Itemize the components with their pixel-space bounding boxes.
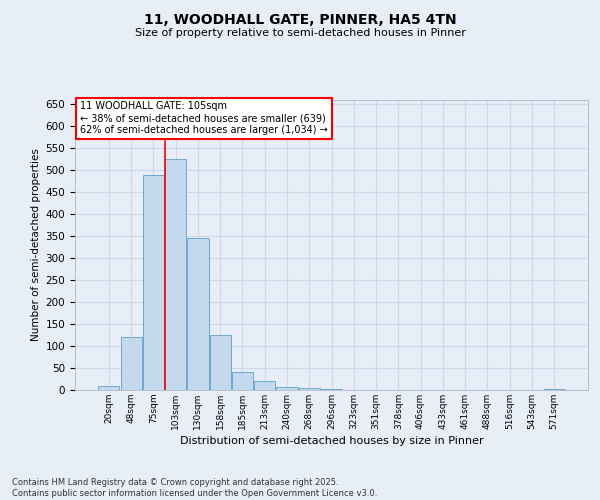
Bar [165,160,186,390]
Bar [277,387,298,390]
Bar [187,238,209,390]
Y-axis label: Number of semi-detached properties: Number of semi-detached properties [31,148,41,342]
Text: Size of property relative to semi-detached houses in Pinner: Size of property relative to semi-detach… [134,28,466,38]
Bar [232,372,253,390]
Bar [299,388,320,390]
Bar [143,174,164,390]
Text: 11, WOODHALL GATE, PINNER, HA5 4TN: 11, WOODHALL GATE, PINNER, HA5 4TN [143,12,457,26]
Text: Contains HM Land Registry data © Crown copyright and database right 2025.
Contai: Contains HM Land Registry data © Crown c… [12,478,377,498]
Bar [121,338,142,390]
Text: 11 WOODHALL GATE: 105sqm
← 38% of semi-detached houses are smaller (639)
62% of : 11 WOODHALL GATE: 105sqm ← 38% of semi-d… [80,102,328,134]
Bar [98,386,119,390]
Bar [254,381,275,390]
X-axis label: Distribution of semi-detached houses by size in Pinner: Distribution of semi-detached houses by … [179,436,484,446]
Bar [209,335,231,390]
Bar [321,389,342,390]
Bar [544,388,565,390]
